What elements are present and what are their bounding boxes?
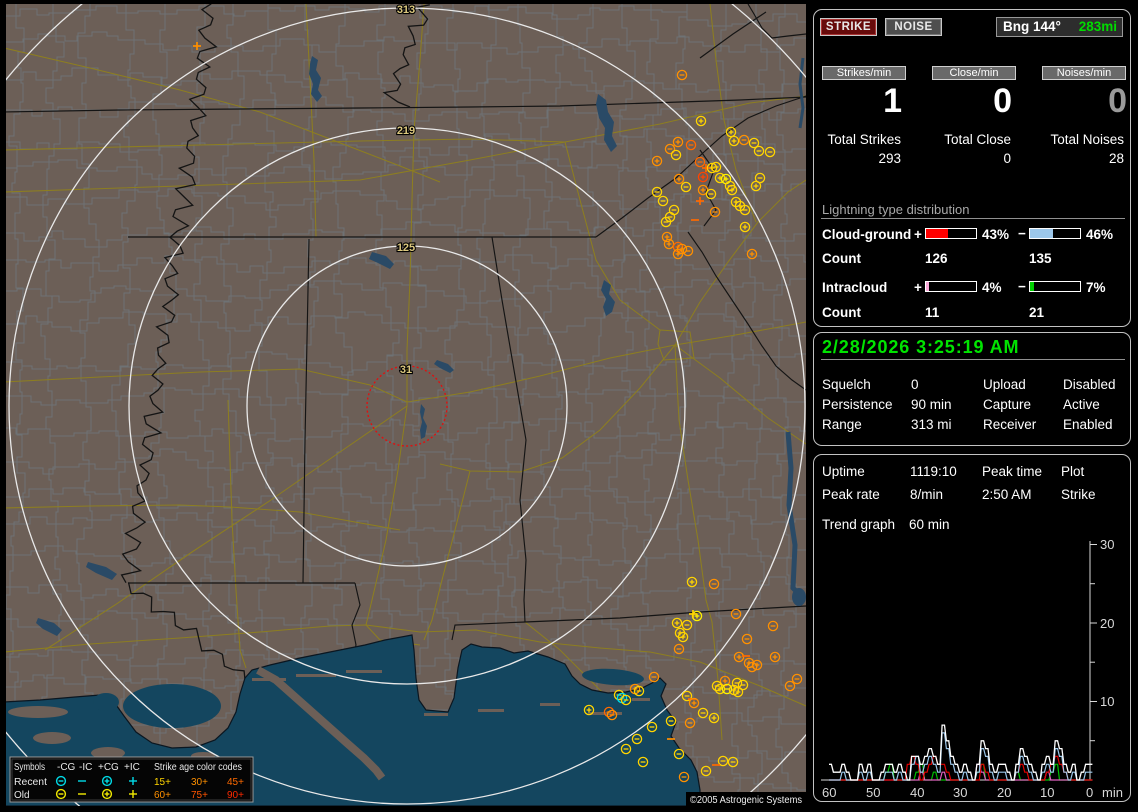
svg-text:Old: Old <box>14 790 30 801</box>
svg-text:60+: 60+ <box>154 790 171 801</box>
svg-text:125: 125 <box>397 242 415 254</box>
svg-text:+IC: +IC <box>124 762 140 773</box>
svg-text:60: 60 <box>822 785 836 800</box>
svg-text:min: min <box>1102 785 1123 800</box>
svg-text:Strike age color codes: Strike age color codes <box>154 762 242 773</box>
svg-text:20: 20 <box>1100 616 1114 631</box>
svg-text:30: 30 <box>1100 537 1114 552</box>
svg-text:20: 20 <box>997 785 1011 800</box>
svg-text:90+: 90+ <box>227 790 244 801</box>
svg-text:-CG: -CG <box>57 762 76 773</box>
svg-text:-IC: -IC <box>79 762 92 773</box>
svg-text:45+: 45+ <box>227 777 244 788</box>
svg-text:40: 40 <box>910 785 924 800</box>
svg-text:10: 10 <box>1040 785 1054 800</box>
svg-text:+CG: +CG <box>98 762 119 773</box>
svg-text:30+: 30+ <box>191 777 208 788</box>
svg-text:Symbols: Symbols <box>14 762 45 773</box>
svg-text:313: 313 <box>397 4 415 16</box>
svg-text:10: 10 <box>1100 694 1114 709</box>
svg-text:©2005 Astrogenic Systems: ©2005 Astrogenic Systems <box>690 795 802 806</box>
svg-text:75+: 75+ <box>191 790 208 801</box>
svg-text:30: 30 <box>953 785 967 800</box>
svg-text:0: 0 <box>1086 785 1093 800</box>
svg-text:Recent: Recent <box>14 777 47 788</box>
svg-text:15+: 15+ <box>154 777 171 788</box>
svg-text:31: 31 <box>400 364 412 376</box>
svg-text:50: 50 <box>866 785 880 800</box>
svg-text:219: 219 <box>397 125 415 137</box>
